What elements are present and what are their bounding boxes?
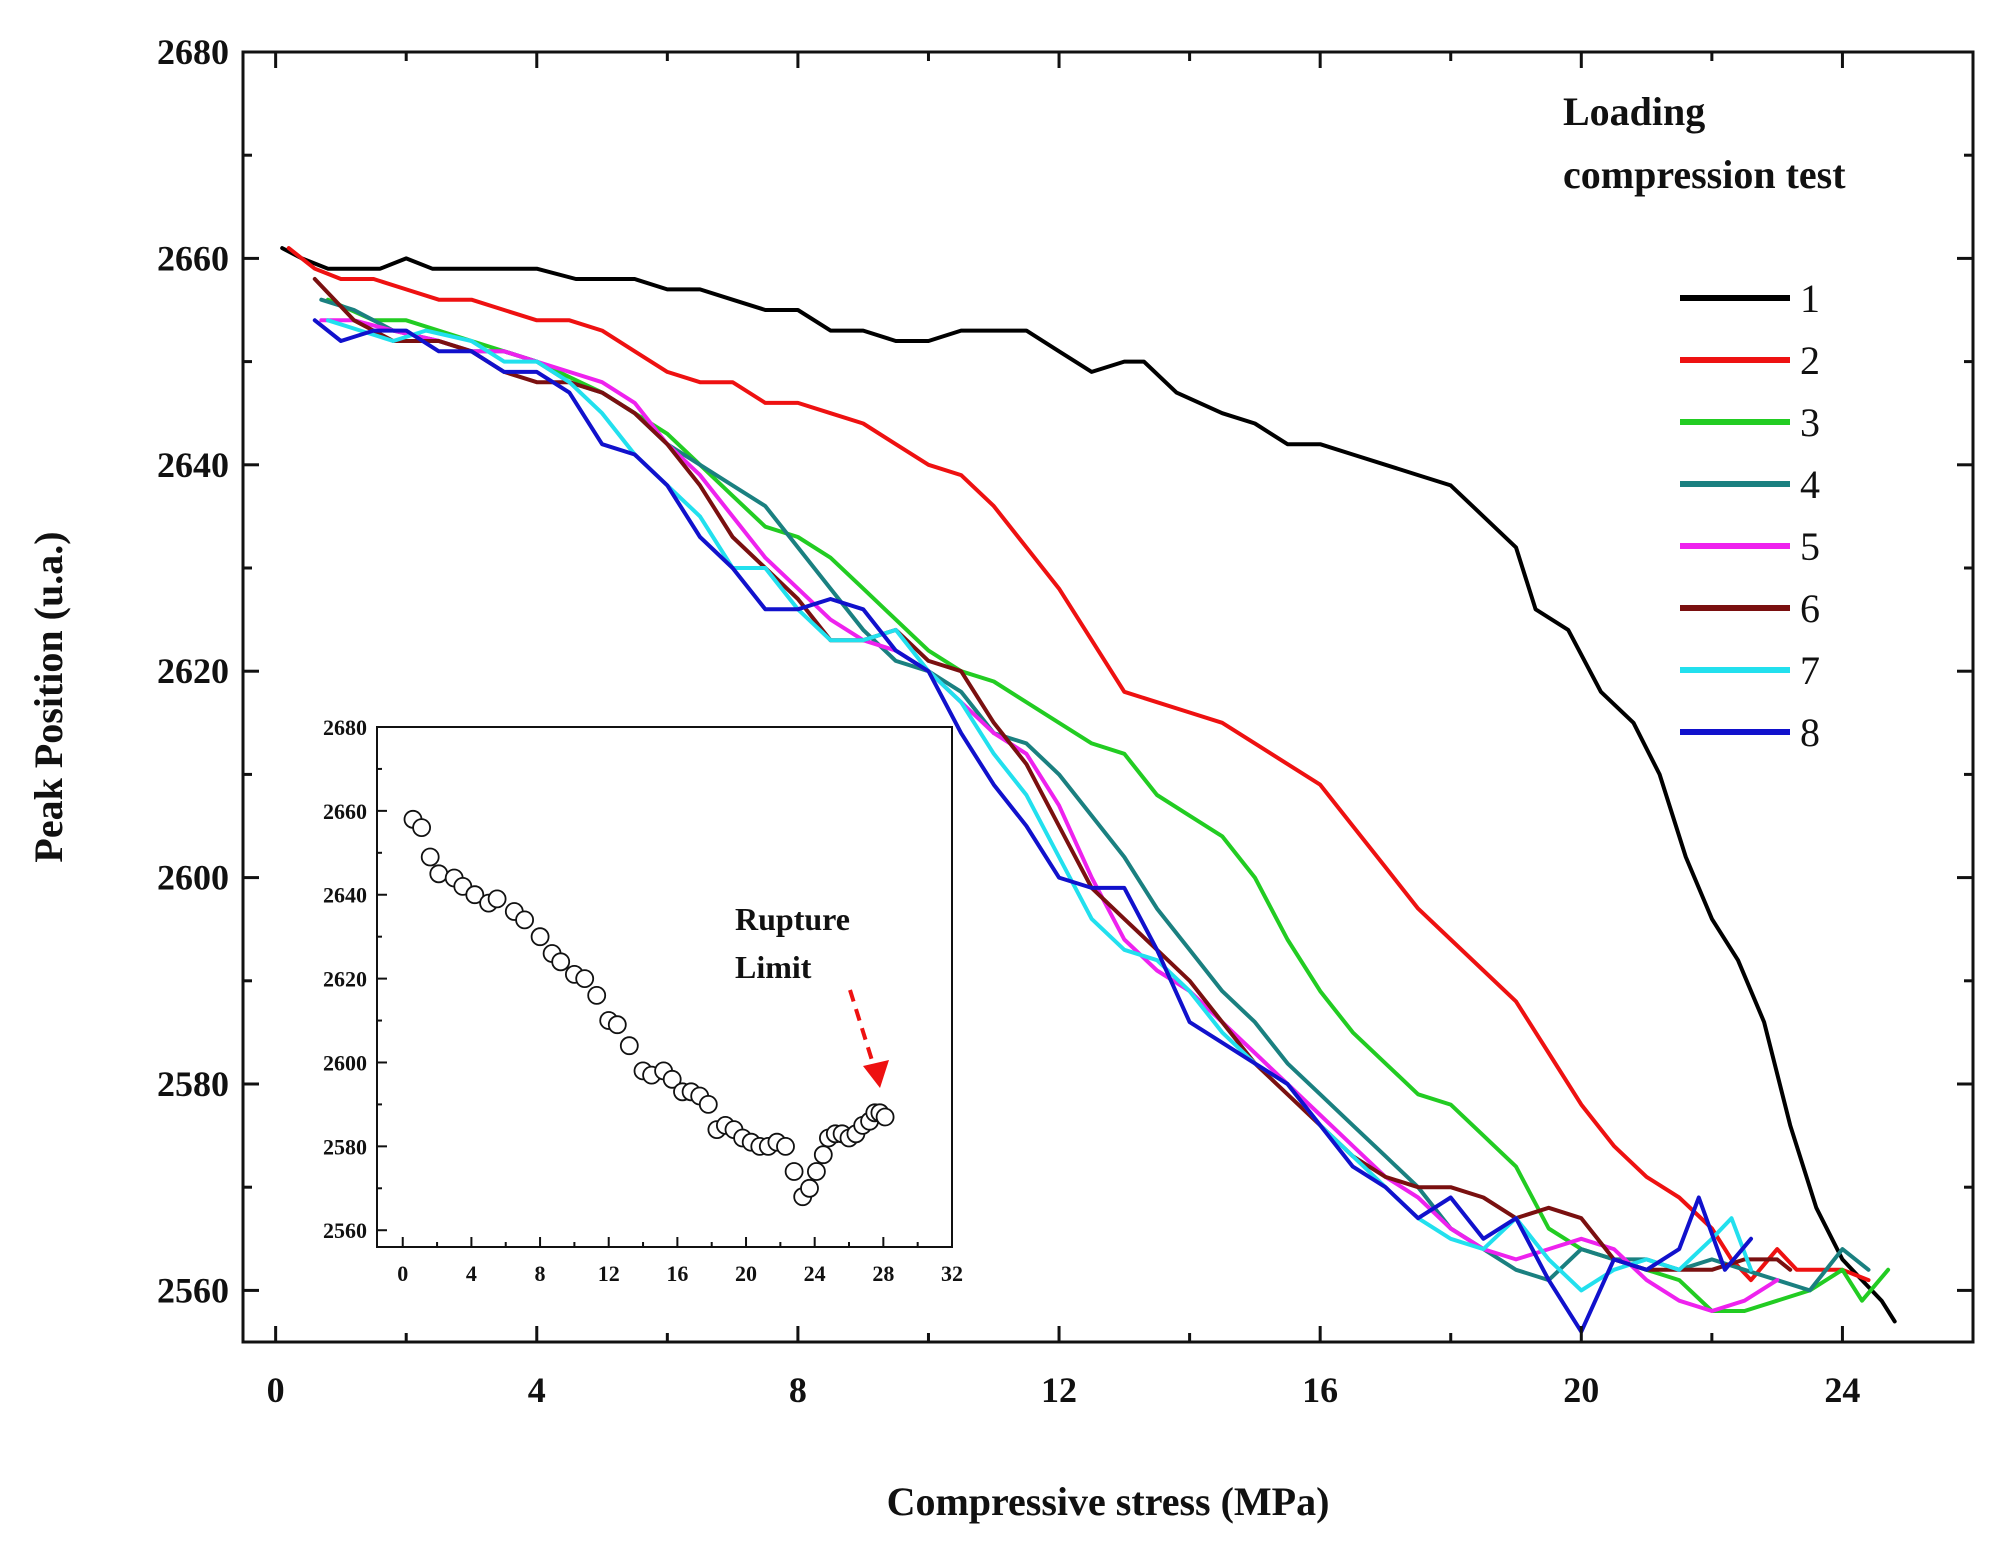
series-7-line	[325, 318, 1753, 1293]
y-tick-label: 2600	[157, 858, 229, 898]
x-tick-label: 8	[789, 1370, 807, 1410]
inset-data-point	[420, 847, 440, 867]
inset-data-point	[465, 885, 485, 905]
y-tick-label: 2660	[157, 238, 229, 278]
inset-data-point	[551, 952, 571, 972]
legend-title-line-2: compression test	[1563, 152, 1846, 197]
inset-data-point	[515, 910, 534, 930]
x-tick-label: 20	[1563, 1370, 1599, 1410]
inset-data-point	[784, 1162, 804, 1181]
series-5-line	[319, 318, 1780, 1313]
legend-label-6: 6	[1800, 586, 1820, 631]
inset-x-tick-label: 16	[666, 1261, 688, 1286]
inset-data-point	[662, 1069, 682, 1089]
x-tick-label: 4	[528, 1370, 546, 1410]
inset-data-point	[607, 1015, 627, 1035]
rupture-label-line-1: Rupture	[735, 901, 850, 937]
inset-y-tick-label: 2660	[323, 799, 367, 824]
legend-label-3: 3	[1800, 400, 1820, 445]
y-tick-label: 2620	[157, 651, 229, 691]
inset-data-point	[800, 1178, 819, 1198]
inset-data-point	[412, 818, 432, 837]
inset-x-tick-label: 4	[466, 1261, 477, 1286]
inset-y-tick-label: 2620	[323, 967, 367, 992]
y-tick-label: 2560	[157, 1270, 229, 1310]
x-tick-label: 0	[267, 1370, 285, 1410]
inset-x-tick-label: 0	[397, 1261, 408, 1286]
inset-data-point	[813, 1145, 833, 1165]
series-6-line	[312, 277, 1793, 1272]
inset-data-point	[875, 1107, 895, 1127]
x-axis-title: Compressive stress (MPa)	[887, 1479, 1330, 1524]
inset-x-tick-label: 8	[535, 1261, 546, 1286]
legend-label-7: 7	[1800, 648, 1820, 693]
legend-label-5: 5	[1800, 524, 1820, 569]
inset-chart: 0 4 8 12 16 20 24 28 32 2560 2580 2600 2620 2640 2660 2…	[323, 715, 963, 1286]
y-tick-label: 2680	[157, 32, 229, 72]
inset-data-point	[807, 1162, 826, 1181]
inset-plot-frame	[376, 726, 953, 1248]
inset-x-tick-label: 24	[804, 1261, 826, 1286]
x-tick-label: 16	[1302, 1370, 1338, 1410]
inset-data-point	[698, 1095, 718, 1114]
inset-y-tick-label: 2640	[323, 883, 367, 908]
rupture-arrow-head	[863, 1060, 889, 1088]
inset-data-point	[619, 1036, 639, 1056]
legend-label-2: 2	[1800, 338, 1820, 383]
x-tick-label: 12	[1041, 1370, 1077, 1410]
inset-y-tick-label: 2600	[323, 1050, 367, 1075]
y-tick-label: 2580	[157, 1064, 229, 1104]
x-tick-label: 24	[1824, 1370, 1860, 1410]
inset-data-point	[776, 1137, 795, 1156]
legend-title-line-1: Loading	[1563, 89, 1705, 134]
series-2-line	[286, 246, 1871, 1283]
inset-x-tick-label: 20	[735, 1261, 757, 1286]
legend-label-4: 4	[1800, 462, 1820, 507]
legend-label-8: 8	[1800, 710, 1820, 755]
y-tick-label: 2640	[157, 445, 229, 485]
inset-x-tick-label: 32	[941, 1261, 963, 1286]
inset-x-tick-label: 28	[872, 1261, 894, 1286]
rupture-label-line-2: Limit	[735, 949, 812, 985]
main-plot-frame	[241, 50, 1975, 1344]
inset-data-point	[487, 889, 507, 909]
inset-y-tick-label: 2580	[323, 1134, 367, 1159]
legend-label-1: 1	[1800, 276, 1820, 321]
y-axis-title: Peak Position (u.a.)	[26, 531, 71, 862]
legend: Loading compression test 1 2 3 4 5 6 7 8	[1563, 89, 1846, 755]
rupture-arrow-shaft	[848, 989, 877, 1071]
inset-x-tick-label: 12	[598, 1261, 620, 1286]
inset-data-point	[575, 969, 595, 988]
inset-background	[377, 727, 952, 1247]
inset-data-point	[429, 864, 449, 884]
series-1-line	[280, 246, 1897, 1324]
inset-data-point	[530, 927, 550, 947]
inset-y-tick-label: 2560	[323, 1218, 367, 1243]
series-3-line	[325, 297, 1891, 1313]
inset-y-tick-label: 2680	[323, 715, 367, 740]
inset-data-point	[587, 986, 607, 1005]
series-8-line	[312, 318, 1753, 1334]
